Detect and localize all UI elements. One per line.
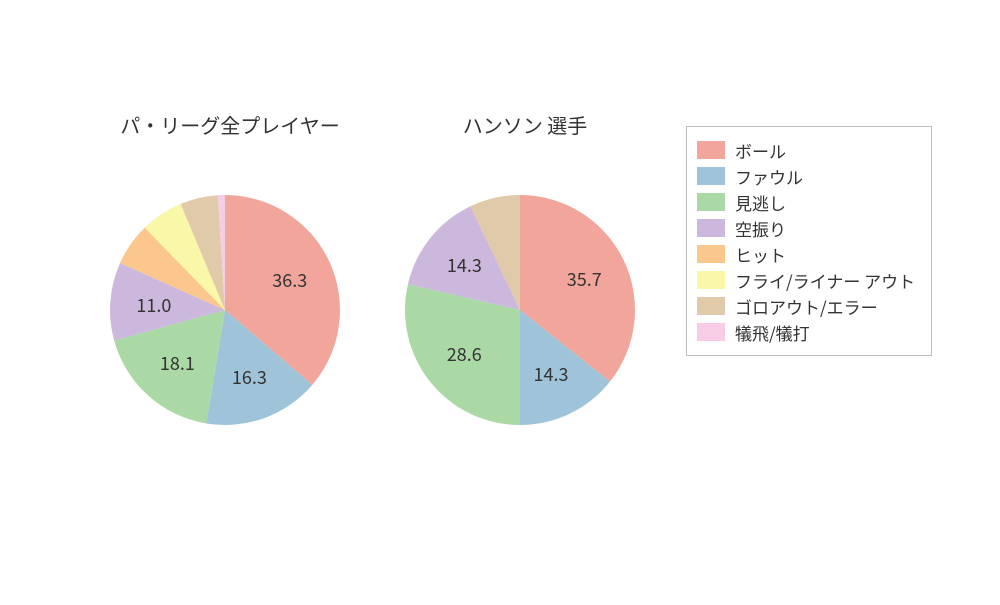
pie-player-label-ball: 35.7	[567, 266, 602, 292]
legend-label-sacrifice: 犠飛/犠打	[735, 320, 810, 345]
legend-swatch-look	[697, 193, 725, 211]
legend-label-fly_out: フライ/ライナー アウト	[735, 268, 915, 293]
legend-item-look: 見逃し	[697, 189, 917, 215]
legend-swatch-ground_out	[697, 297, 725, 315]
legend-item-hit: ヒット	[697, 241, 917, 267]
legend-label-hit: ヒット	[735, 242, 786, 267]
legend-swatch-swing	[697, 219, 725, 237]
legend-swatch-fly_out	[697, 271, 725, 289]
legend-swatch-hit	[697, 245, 725, 263]
legend-item-swing: 空振り	[697, 215, 917, 241]
legend-item-sacrifice: 犠飛/犠打	[697, 319, 917, 345]
legend-label-ground_out: ゴロアウト/エラー	[735, 294, 878, 319]
pie-league-label-foul: 16.3	[232, 364, 267, 390]
chart-stage: ボールファウル見逃し空振りヒットフライ/ライナー アウトゴロアウト/エラー犠飛/…	[0, 0, 1000, 600]
legend-swatch-sacrifice	[697, 323, 725, 341]
pie-player-label-swing: 14.3	[447, 252, 482, 278]
legend-swatch-foul	[697, 167, 725, 185]
legend: ボールファウル見逃し空振りヒットフライ/ライナー アウトゴロアウト/エラー犠飛/…	[686, 126, 932, 356]
legend-label-ball: ボール	[735, 138, 786, 163]
legend-label-foul: ファウル	[735, 164, 803, 189]
pie-league-label-look: 18.1	[160, 350, 195, 376]
legend-swatch-ball	[697, 141, 725, 159]
pie-league-label-ball: 36.3	[272, 267, 307, 293]
legend-item-foul: ファウル	[697, 163, 917, 189]
legend-item-ball: ボール	[697, 137, 917, 163]
legend-label-look: 見逃し	[735, 190, 786, 215]
pie-player-label-foul: 14.3	[533, 361, 568, 387]
legend-label-swing: 空振り	[735, 216, 786, 241]
pie-league-label-swing: 11.0	[136, 292, 171, 318]
pie-player-title: ハンソン 選手	[445, 110, 605, 139]
legend-item-ground_out: ゴロアウト/エラー	[697, 293, 917, 319]
pie-player-label-look: 28.6	[447, 341, 482, 367]
legend-item-fly_out: フライ/ライナー アウト	[697, 267, 917, 293]
pie-league-title: パ・リーグ全プレイヤー	[120, 110, 340, 139]
